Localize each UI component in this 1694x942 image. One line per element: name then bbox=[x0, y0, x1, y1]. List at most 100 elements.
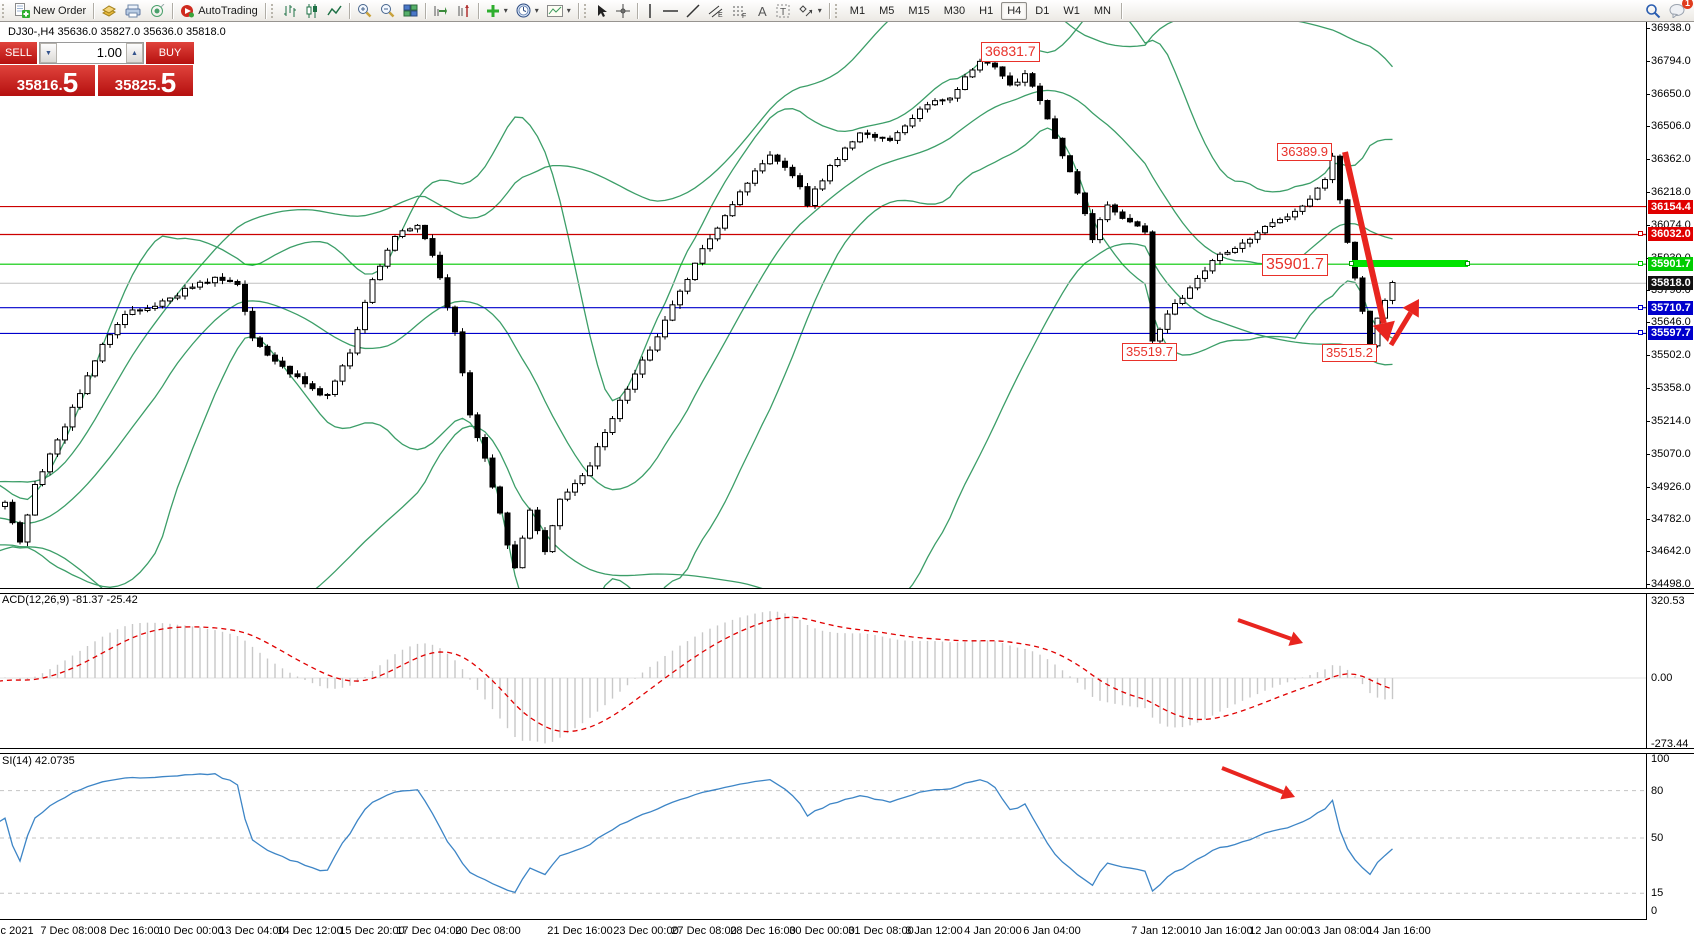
green-bar-handle[interactable] bbox=[1465, 261, 1470, 266]
price-axis[interactable] bbox=[1646, 22, 1647, 920]
candle-bullish bbox=[1164, 313, 1171, 330]
time-axis-label: 21 Dec 16:00 bbox=[547, 925, 613, 937]
timeframe-m5-button[interactable]: M5 bbox=[879, 4, 895, 17]
price-annotation-36831.7[interactable]: 36831.7 bbox=[981, 42, 1040, 62]
toolbar-grip[interactable] bbox=[270, 3, 276, 18]
equidistant-channel-tool-button[interactable]: E bbox=[704, 1, 728, 21]
signal-button[interactable] bbox=[145, 1, 169, 21]
vertical-line-tool-button[interactable] bbox=[641, 1, 659, 21]
horizontal-line-icon bbox=[662, 9, 678, 12]
candle-bullish bbox=[1314, 187, 1321, 200]
candle-bearish bbox=[1029, 73, 1036, 87]
notifications-button[interactable]: 1 bbox=[1665, 0, 1693, 21]
metaeditor-button[interactable] bbox=[97, 1, 121, 21]
timeframe-m1-button[interactable]: M1 bbox=[849, 4, 866, 17]
candle-bullish bbox=[977, 60, 983, 71]
line-chart-button[interactable] bbox=[323, 1, 346, 21]
timeframe-mn-button[interactable]: MN bbox=[1093, 4, 1111, 17]
red-arrow-annotation[interactable] bbox=[1237, 618, 1303, 646]
level-handle[interactable] bbox=[1638, 261, 1643, 267]
rsi-panel[interactable] bbox=[0, 773, 1646, 894]
zoom-in-icon bbox=[357, 4, 372, 18]
cursor-tool-button[interactable] bbox=[592, 1, 612, 21]
candle-bullish bbox=[1224, 251, 1231, 255]
zoom-out-button[interactable] bbox=[376, 1, 399, 21]
chart-shift-button[interactable] bbox=[452, 1, 475, 21]
candle-bullish bbox=[1157, 328, 1163, 342]
red-arrow-annotation[interactable] bbox=[1342, 151, 1395, 342]
candle-bullish bbox=[77, 393, 83, 408]
sell-button[interactable]: SELL bbox=[0, 42, 37, 64]
price-axis-label: 35070.0 bbox=[1651, 447, 1691, 460]
price-axis-tick bbox=[1646, 486, 1650, 488]
text-tool-button[interactable]: A bbox=[752, 1, 772, 21]
trendline-tool-button[interactable] bbox=[682, 1, 704, 21]
candle-bearish bbox=[242, 283, 248, 312]
volume-increase-button[interactable]: ▲ bbox=[126, 43, 143, 63]
level-handle[interactable] bbox=[1638, 231, 1643, 237]
candlestick-chart-button[interactable] bbox=[301, 1, 323, 21]
autoscroll-button[interactable] bbox=[429, 1, 452, 21]
level-handle[interactable] bbox=[1638, 304, 1643, 310]
green-bar-handle[interactable] bbox=[1349, 261, 1354, 266]
timeframe-m15-button[interactable]: M15 bbox=[908, 4, 930, 17]
horizontal-line-tool-button[interactable] bbox=[659, 1, 682, 21]
macd-panel[interactable] bbox=[0, 611, 1646, 744]
toolbar-grip[interactable] bbox=[834, 3, 840, 18]
svg-text:T: T bbox=[780, 7, 786, 18]
new-order-button[interactable]: New Order bbox=[10, 1, 90, 21]
templates-button[interactable]: ▾ bbox=[543, 1, 575, 21]
price-annotation-35515.2[interactable]: 35515.2 bbox=[1322, 344, 1377, 363]
crosshair-tool-button[interactable] bbox=[612, 1, 634, 21]
toolbar-grip[interactable] bbox=[2, 3, 7, 18]
buy-button[interactable]: BUY bbox=[146, 42, 194, 64]
candle-bullish bbox=[834, 159, 841, 167]
candle-bearish bbox=[1134, 221, 1141, 227]
candle-bearish bbox=[1074, 171, 1081, 194]
print-button[interactable] bbox=[121, 1, 145, 21]
rsi-panel-separator[interactable] bbox=[0, 748, 1694, 754]
bar-chart-button[interactable] bbox=[279, 1, 301, 21]
candle-bearish bbox=[1037, 85, 1043, 102]
volume-input[interactable]: 1.00 bbox=[96, 45, 122, 60]
candle-bearish bbox=[137, 309, 143, 312]
timeframe-h4-button[interactable]: H4 bbox=[1001, 1, 1028, 20]
toolbar-grip[interactable] bbox=[583, 3, 589, 18]
candle-bullish bbox=[1329, 155, 1336, 181]
candle-bullish bbox=[62, 426, 68, 441]
timeframe-h1-button[interactable]: H1 bbox=[979, 4, 994, 17]
timeframe-d1-button[interactable]: D1 bbox=[1035, 4, 1050, 17]
price-annotation-36389.9[interactable]: 36389.9 bbox=[1277, 143, 1332, 162]
sell-price[interactable]: 35816. 5 bbox=[0, 65, 95, 96]
buy-price[interactable]: 35825. 5 bbox=[98, 65, 193, 96]
price-annotation-35901.7[interactable]: 35901.7 bbox=[1262, 254, 1328, 276]
tile-windows-button[interactable] bbox=[399, 1, 422, 21]
price-axis-tick bbox=[1646, 192, 1650, 194]
timeframe-m30-button[interactable]: M30 bbox=[943, 4, 966, 17]
volume-decrease-button[interactable]: ▼ bbox=[40, 43, 57, 63]
shapes-tool-button[interactable]: ▾ bbox=[795, 1, 826, 21]
search-button[interactable] bbox=[1641, 1, 1665, 21]
red-arrow-annotation[interactable] bbox=[1388, 299, 1419, 347]
candle-bullish bbox=[677, 290, 683, 306]
level-handle[interactable] bbox=[1638, 330, 1643, 336]
fibonacci-tool-button[interactable]: F bbox=[728, 1, 752, 21]
text-label-tool-button[interactable]: T bbox=[772, 1, 795, 21]
red-arrow-annotation[interactable] bbox=[1221, 766, 1295, 800]
main-price-panel[interactable] bbox=[0, 0, 1646, 658]
macd-panel-separator[interactable] bbox=[0, 588, 1694, 594]
autotrading-button[interactable]: AutoTrading bbox=[176, 1, 262, 21]
periods-button[interactable]: ▾ bbox=[512, 1, 543, 21]
green-highlight-bar[interactable] bbox=[1352, 260, 1468, 267]
indicators-button[interactable]: ▾ bbox=[482, 1, 512, 21]
timeframe-w1-button[interactable]: W1 bbox=[1063, 4, 1080, 17]
price-axis-label: 34926.0 bbox=[1651, 480, 1691, 493]
candle-bearish bbox=[279, 360, 286, 367]
candle-bearish bbox=[459, 331, 466, 374]
zoom-in-button[interactable] bbox=[353, 1, 376, 21]
price-annotation-35519.7[interactable]: 35519.7 bbox=[1122, 343, 1177, 362]
candle-bearish bbox=[1089, 213, 1096, 241]
